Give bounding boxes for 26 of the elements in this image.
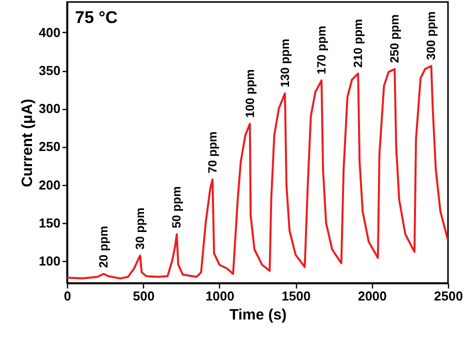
x-tick-label: 0 — [64, 288, 72, 304]
y-tick-label: 250 — [38, 139, 60, 154]
y-tick-label: 300 — [38, 101, 60, 116]
annotation: 30 ppm — [133, 208, 148, 250]
x-tick-label: 2000 — [358, 288, 387, 304]
annotation: 300 ppm — [424, 11, 438, 60]
annotation: 50 ppm — [170, 186, 184, 228]
y-tick-label: 200 — [38, 177, 60, 192]
x-tick-label: 1000 — [205, 288, 234, 304]
y-tick-label: 350 — [38, 63, 60, 78]
x-tick-label: 500 — [132, 288, 155, 304]
annotation: 170 ppm — [314, 26, 329, 74]
annotation: 210 ppm — [351, 18, 366, 68]
y-tick-label: 150 — [38, 215, 60, 230]
annotation: 250 ppm — [388, 14, 402, 64]
annotation: 70 ppm — [206, 131, 220, 174]
y-tick-label: 100 — [38, 253, 60, 268]
x-axis-title: Time (s) — [229, 306, 287, 324]
y-axis-title: Current (μA) — [18, 98, 36, 188]
y-tick-label: 400 — [38, 24, 60, 40]
x-tick-label: 1500 — [282, 288, 311, 304]
annotation: 20 ppm — [96, 226, 111, 268]
annotation: 130 ppm — [278, 38, 292, 88]
x-tick-label: 2500 — [434, 288, 463, 304]
annotation: 75 °C — [75, 8, 118, 27]
annotation: 100 ppm — [242, 69, 257, 118]
